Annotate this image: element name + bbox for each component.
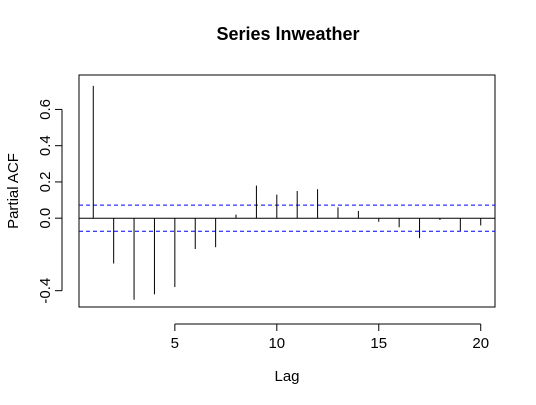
- confidence-bounds: [79, 204, 495, 232]
- chart-title: Series lnweather: [216, 24, 359, 44]
- y-tick-label: 0.4: [37, 135, 54, 156]
- y-tick-label: 0.0: [37, 208, 54, 229]
- y-axis-label: Partial ACF: [5, 153, 22, 229]
- x-tick-label: 5: [171, 335, 179, 352]
- x-tick-label: 15: [370, 335, 387, 352]
- x-tick-label: 20: [472, 335, 489, 352]
- y-tick-label: -0.4: [37, 278, 54, 304]
- x-tick-label: 10: [268, 335, 285, 352]
- y-axis: -0.4 0.0 0.2 0.4 0.6: [37, 99, 63, 304]
- x-axis-label: Lag: [274, 368, 299, 385]
- y-tick-label: 0.2: [37, 172, 54, 193]
- plot-frame: [78, 74, 496, 308]
- pacf-bars: [92, 85, 482, 300]
- x-axis: 5 10 15 20: [171, 323, 489, 352]
- y-tick-label: 0.6: [37, 99, 54, 120]
